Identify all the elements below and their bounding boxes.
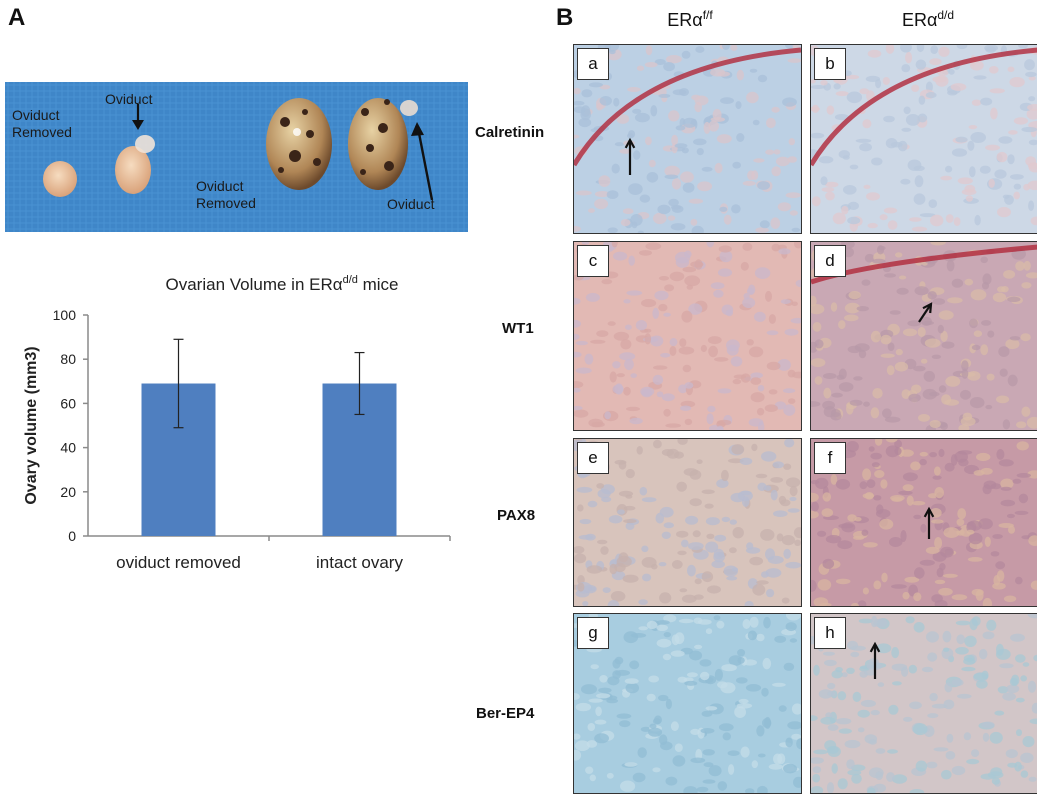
arrow-f	[923, 506, 935, 539]
column-header-ff-base: ERα	[667, 10, 703, 30]
micrograph-b: b	[810, 44, 1037, 234]
micrograph-c-label: c	[577, 245, 609, 277]
chart-svg: Ovarian Volume in ERαd/d mice 0 20 40 60 80 10…	[23, 274, 451, 572]
panel-b-letter: B	[556, 4, 574, 31]
x-tick-label-0: oviduct removed	[116, 553, 241, 572]
micrograph-f: f	[810, 438, 1037, 607]
large-ovary-1	[266, 98, 332, 190]
micrograph-g-label: g	[577, 617, 609, 649]
oviduct-label-2: Oviduct	[387, 196, 435, 212]
micrograph-d-label: d	[814, 245, 846, 277]
row-label-ber-ep4: Ber-EP4	[476, 705, 535, 722]
micrograph-f-label: f	[814, 442, 846, 474]
chart-title: Ovarian Volume in ERαd/d mice	[166, 274, 399, 294]
column-header-dd-base: ERα	[901, 10, 938, 30]
column-header-ff: ERαf/f	[590, 8, 790, 31]
micrograph-d: d	[810, 241, 1037, 431]
y-axis-label: Ovary volume (mm3)	[23, 346, 40, 504]
small-ovary-2	[115, 146, 151, 194]
y-tick-label-20: 20	[60, 484, 76, 500]
y-tick-label-80: 80	[60, 351, 76, 367]
micrograph-h: h	[810, 613, 1037, 794]
y-tick-label-100: 100	[53, 307, 77, 323]
micrograph-g: g	[573, 613, 802, 794]
oviduct-removed-label-1: Oviduct Removed	[12, 107, 72, 140]
arrow-h	[869, 641, 881, 679]
column-header-ff-sup: f/f	[702, 8, 713, 22]
micrograph-a-label: a	[577, 48, 609, 80]
micrograph-b-label: b	[814, 48, 846, 80]
micrograph-c: c	[573, 241, 802, 431]
oviduct-label-1: Oviduct	[105, 91, 153, 107]
arrow-d	[918, 302, 933, 323]
micrograph-e-label: e	[577, 442, 609, 474]
micrograph-h-label: h	[814, 617, 846, 649]
y-tick-label-40: 40	[60, 440, 76, 456]
y-tick-label-60: 60	[60, 395, 76, 411]
ovary-photo: Oviduct Removed Oviduct Oviduct Removed …	[5, 82, 468, 232]
small-ovary-1	[43, 161, 77, 197]
row-label-calretinin: Calretinin	[475, 124, 545, 141]
arrow-a	[624, 137, 636, 175]
large-ovary-2	[348, 98, 408, 190]
micrograph-e: e	[573, 438, 802, 607]
ovarian-volume-chart: Ovarian Volume in ERαd/d mice 0 20 40 60 80 10…	[0, 270, 470, 600]
row-label-wt1: WT1	[502, 320, 534, 337]
row-label-pax8: PAX8	[497, 507, 536, 524]
column-header-dd-sup: d/d	[937, 8, 955, 22]
micrograph-a: a	[573, 44, 802, 234]
panel-a-letter: A	[8, 4, 26, 31]
y-tick-label-0: 0	[68, 528, 76, 544]
oviduct-removed-label-2: Oviduct Removed	[196, 178, 256, 211]
x-tick-label-1: intact ovary	[316, 553, 403, 572]
column-header-dd: ERαd/d	[828, 8, 1028, 31]
